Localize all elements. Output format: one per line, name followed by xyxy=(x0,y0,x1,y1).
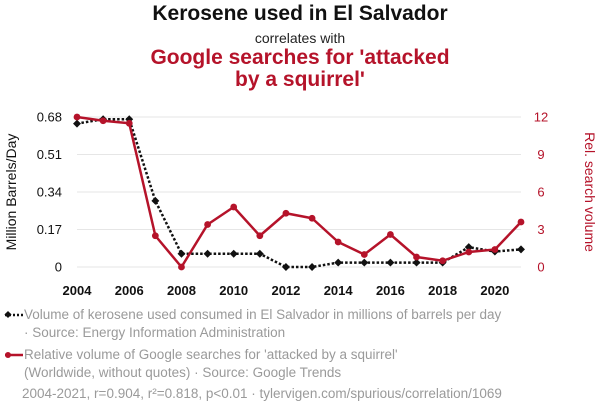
title2-line1: Google searches for 'attacked xyxy=(150,46,450,69)
y-right-tick-4: 12 xyxy=(534,110,548,125)
squirrel-point-2005 xyxy=(99,117,107,125)
chart-title-secondary: Google searches for 'attacked by a squir… xyxy=(0,47,600,91)
kerosene-point-2016 xyxy=(386,258,395,267)
squirrel-point-2017 xyxy=(413,253,420,261)
squirrel-point-2006 xyxy=(125,119,133,127)
y-right-tick-0: 0 xyxy=(537,260,544,275)
squirrel-point-2019 xyxy=(465,248,473,256)
legend-kerosene-line2: · Source: Energy Information Administrat… xyxy=(24,325,286,340)
squirrel-point-2009 xyxy=(204,221,211,228)
squirrel-point-2016 xyxy=(387,231,394,238)
kerosene-point-2019 xyxy=(464,243,473,252)
kerosene-point-2014 xyxy=(334,258,343,267)
y-left-tick-4: 0.68 xyxy=(37,110,62,125)
x-tick-2004: 2004 xyxy=(63,283,93,298)
x-tick-2020: 2020 xyxy=(480,283,509,298)
squirrel-point-2015 xyxy=(360,251,368,258)
x-tick-2016: 2016 xyxy=(376,283,405,298)
squirrel-point-2004 xyxy=(73,113,81,121)
kerosene-point-2007 xyxy=(151,196,160,205)
x-tick-2014: 2014 xyxy=(324,283,354,298)
kerosene-point-2021 xyxy=(517,245,525,254)
kerosene-point-2008 xyxy=(177,249,186,258)
series-line-1 xyxy=(76,115,522,269)
squirrel-point-2012 xyxy=(282,209,290,217)
squirrel-point-2013 xyxy=(308,214,316,222)
y-right-tick-1: 3 xyxy=(537,222,544,237)
kerosene-point-2013 xyxy=(308,263,317,271)
y-right-tick-3: 9 xyxy=(537,147,544,162)
legend-squirrel-marker xyxy=(5,352,23,358)
chart-area: 0 0.17 0.34 0.51 0.68 0 3 6 9 12 2004 2006 2008 201… xyxy=(3,110,598,299)
legend-squirrel-line2: (Worldwide, without quotes) · Source: Go… xyxy=(24,365,342,380)
x-tick-2018: 2018 xyxy=(428,283,457,298)
chart-title: Kerosene used in El Salvador xyxy=(152,2,448,25)
title2-line2: by a squirrel' xyxy=(235,68,365,91)
y-axis-left-ticks: 0 0.17 0.34 0.51 0.68 xyxy=(37,110,62,275)
kerosene-point-2011 xyxy=(255,249,264,258)
y-axis-right-label: Rel. search volume xyxy=(582,132,598,252)
squirrel-point-2018 xyxy=(439,257,447,265)
x-tick-2008: 2008 xyxy=(167,283,196,298)
squirrel-point-2007 xyxy=(151,232,159,240)
legend-kerosene-line1: Volume of kerosene used consumed in El S… xyxy=(24,307,502,322)
chart-connector-text: correlates with xyxy=(254,30,346,46)
kerosene-point-2004 xyxy=(73,119,81,128)
y-axis-left-label: Million Barrels/Day xyxy=(3,134,19,251)
series-line-0 xyxy=(76,117,522,269)
y-left-tick-1: 0.17 xyxy=(37,222,62,237)
squirrel-point-2010 xyxy=(230,203,238,211)
x-tick-2006: 2006 xyxy=(115,283,144,298)
y-left-tick-3: 0.51 xyxy=(37,147,62,162)
kerosene-point-2015 xyxy=(360,258,369,267)
x-tick-2012: 2012 xyxy=(271,283,300,298)
squirrel-point-2014 xyxy=(334,238,342,246)
grid-lines xyxy=(77,116,521,268)
y-left-tick-2: 0.34 xyxy=(37,185,62,200)
squirrel-point-2020 xyxy=(491,246,499,253)
series-lines xyxy=(73,113,525,271)
y-left-tick-0: 0 xyxy=(55,260,62,275)
kerosene-point-2009 xyxy=(203,249,212,258)
x-tick-2010: 2010 xyxy=(219,283,248,298)
kerosene-point-2017 xyxy=(412,258,421,267)
chart-footer: 2004-2021, r=0.904, r²=0.818, p<0.01 · t… xyxy=(22,386,502,401)
kerosene-point-2012 xyxy=(281,263,290,271)
legend-squirrel-line1: Relative volume of Google searches for '… xyxy=(24,347,398,362)
squirrel-point-2011 xyxy=(256,232,264,240)
y-axis-right-ticks: 0 3 6 9 12 xyxy=(534,110,548,275)
x-axis-ticks: 2004 2006 2008 2010 2012 2014 2016 2018 2020 xyxy=(63,283,510,298)
squirrel-point-2021 xyxy=(517,218,525,226)
squirrel-point-2008 xyxy=(178,263,185,271)
kerosene-point-2010 xyxy=(229,249,238,258)
legend-kerosene-marker xyxy=(4,310,23,319)
y-right-tick-2: 6 xyxy=(537,185,544,200)
